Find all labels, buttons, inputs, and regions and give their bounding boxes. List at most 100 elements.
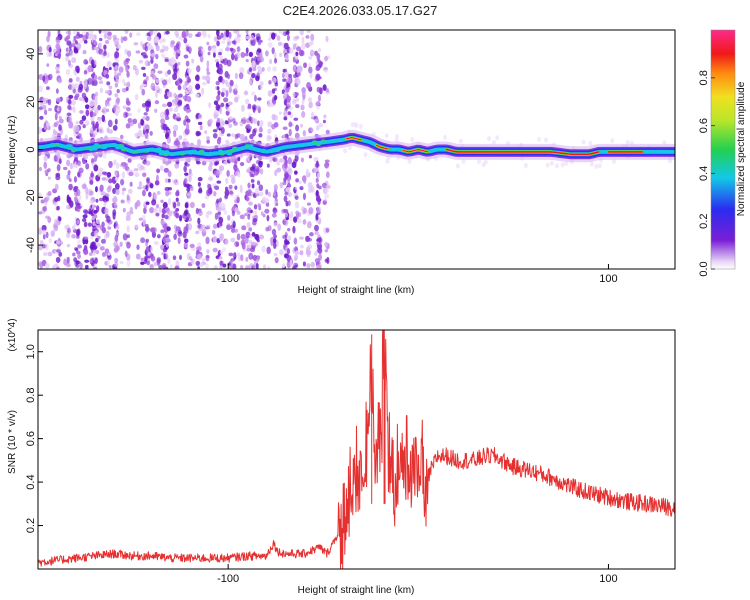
spectrogram-speckle <box>299 186 304 191</box>
spectrogram-speckle <box>201 203 206 208</box>
spectrogram-speckle <box>43 155 48 162</box>
spectrogram-speckle <box>147 101 152 108</box>
spectrogram-speckle <box>298 212 302 218</box>
spectrogram-speckle <box>156 190 161 196</box>
spectrogram-speckle <box>225 139 230 145</box>
spectrogram-speckle <box>234 30 240 35</box>
spectrogram-speckle <box>156 258 161 266</box>
spectrogram-speckle <box>156 168 161 174</box>
spectrogram-speckle <box>231 177 236 184</box>
spectrogram-speckle <box>149 30 154 36</box>
spectrogram-speckle <box>282 181 287 186</box>
spectrogram-speckle <box>71 233 76 239</box>
spectrogram-speckle <box>163 237 167 244</box>
spectrogram-speckle <box>216 86 220 91</box>
spectrogram-speckle <box>53 201 59 207</box>
spectrogram-ridge <box>38 129 675 163</box>
snr-y-multiplier: (x10^4) <box>7 318 18 351</box>
spectrogram-haze <box>594 163 599 169</box>
spectrogram-speckle <box>149 207 155 214</box>
spectrogram-speckle <box>183 226 188 234</box>
spectrogram-haze <box>458 138 463 144</box>
spectrogram-speckle <box>289 47 294 54</box>
spectrogram-speckle <box>81 183 87 190</box>
spectrogram-speckle <box>175 42 180 49</box>
spectrogram-speckle <box>177 100 183 107</box>
spectrogram-speckle <box>222 263 227 268</box>
y-tick-label: 0.4 <box>25 474 37 489</box>
spectrogram-speckle <box>215 169 220 177</box>
spectrogram-speckle <box>188 90 194 95</box>
spectrogram-speckle <box>240 51 246 59</box>
spectrogram-speckle <box>127 112 133 117</box>
spectrogram-speckle <box>132 118 138 125</box>
spectrogram-speckle <box>302 192 306 201</box>
spectrogram-speckle <box>177 237 181 245</box>
spectrogram-speckle <box>95 242 101 247</box>
spectrogram-speckle <box>90 59 95 67</box>
spectrogram-speckle <box>144 254 148 261</box>
spectrogram-speckle <box>251 117 256 124</box>
snr-y-ticks: 0.2 0.4 0.6 0.8 1.0 <box>25 344 43 533</box>
spectrogram-speckle <box>175 189 180 197</box>
chart-title: C2E4.2026.033.05.17.G27 <box>283 3 438 18</box>
spectrogram-speckle <box>221 87 227 93</box>
ridge-blotch <box>71 149 76 153</box>
spectrogram-speckle <box>105 193 111 197</box>
spectrogram-speckle <box>77 205 82 209</box>
spectrogram-speckle <box>101 221 105 228</box>
spectrogram-speckle <box>317 197 321 205</box>
spectrogram-speckle <box>102 107 107 115</box>
spectrogram-speckle <box>247 189 252 194</box>
spectrogram-speckle <box>93 78 98 83</box>
spectrogram-haze <box>597 163 602 169</box>
ridge-hot-segment <box>375 144 389 150</box>
spectrogram-speckle <box>104 207 109 215</box>
spectrogram-speckle <box>206 139 210 144</box>
spectrogram-speckle <box>56 46 61 55</box>
spectrogram-speckle <box>247 213 251 220</box>
spectrogram-speckle <box>219 250 224 255</box>
spectrogram-speckle <box>226 133 231 137</box>
spectrogram-speckle <box>317 172 320 179</box>
spectrogram-speckle <box>172 202 177 209</box>
spectrogram-speckle <box>213 265 218 269</box>
spectrogram-speckle <box>116 88 120 94</box>
spectrogram-speckle <box>91 80 95 86</box>
spectrogram-speckle <box>67 104 72 110</box>
spectrogram-speckle <box>246 247 251 252</box>
spectrogram-speckle <box>288 121 293 128</box>
spectrogram-speckle <box>87 210 93 215</box>
spectrogram-speckle <box>208 118 214 124</box>
spectrogram-speckle <box>313 251 318 256</box>
spectrogram-speckle <box>294 201 300 209</box>
spectrogram-speckle <box>322 66 329 73</box>
spectrogram-speckle <box>174 162 180 169</box>
spectrogram-speckle <box>207 45 212 52</box>
spectrogram-speckle <box>124 250 128 257</box>
spectrogram-haze <box>564 160 569 166</box>
spectrogram-speckle <box>106 81 111 86</box>
spectrogram-speckle <box>82 209 89 214</box>
spectrogram-speckle <box>122 78 126 84</box>
spectrogram-speckle <box>44 202 48 206</box>
spectrogram-speckle <box>197 181 201 187</box>
spectrogram-speckle <box>129 206 134 213</box>
spectrogram-speckle <box>158 88 163 95</box>
spectrogram-speckle <box>48 107 52 112</box>
spectrogram-speckle <box>149 183 154 189</box>
spectrogram-speckle <box>220 127 225 134</box>
spectrogram-speckle <box>204 130 208 135</box>
spectrogram-speckle <box>229 116 234 120</box>
y-tick-label: 0.2 <box>25 518 37 533</box>
spectrogram-speckle <box>201 81 207 86</box>
spectrogram-speckle <box>196 253 202 260</box>
spectrogram-speckle <box>271 213 277 218</box>
spectrogram-speckle <box>187 76 191 83</box>
spectrogram-speckle <box>176 112 181 119</box>
spectrogram-speckle <box>265 198 270 204</box>
spectrogram-speckle <box>286 248 290 255</box>
spectrogram-speckle <box>106 215 111 223</box>
spectrogram-speckle <box>183 37 188 44</box>
spectrogram-speckle <box>301 36 305 44</box>
